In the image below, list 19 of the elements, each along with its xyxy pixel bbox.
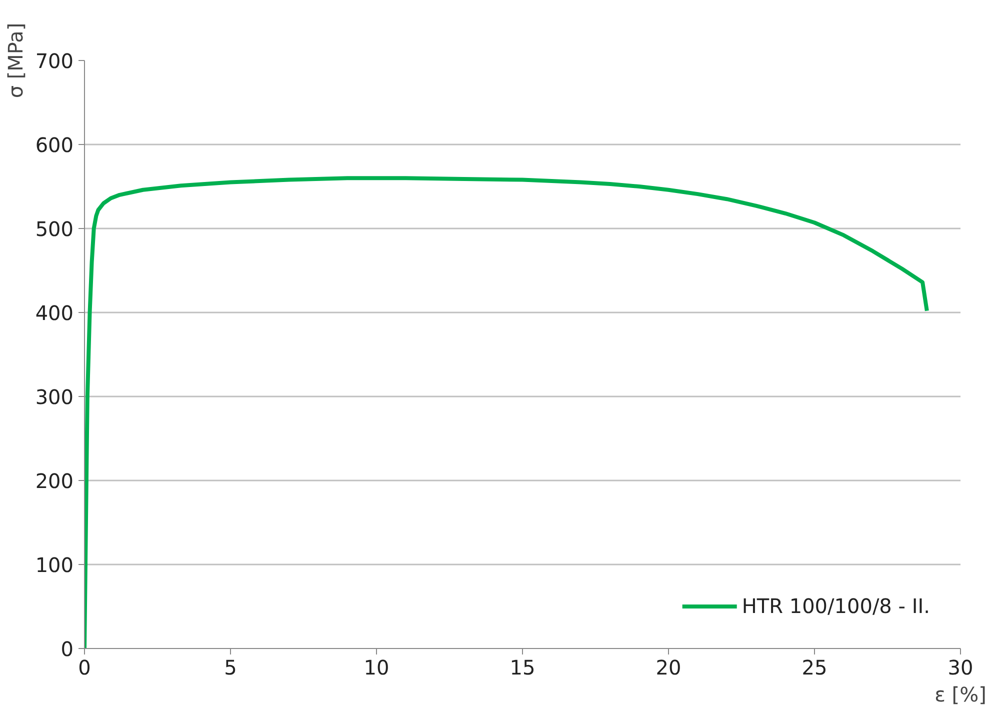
y-tick-label: 200 bbox=[35, 469, 74, 493]
y-tick-label: 100 bbox=[35, 553, 74, 577]
x-tick-label: 15 bbox=[510, 656, 536, 680]
y-tick-label: 300 bbox=[35, 385, 74, 409]
y-axis-title: σ [MPa] bbox=[3, 22, 28, 98]
x-tick-label: 20 bbox=[656, 656, 682, 680]
y-tick-label: 700 bbox=[35, 49, 74, 73]
x-tick-label: 0 bbox=[78, 656, 91, 680]
y-tick-label: 600 bbox=[35, 133, 74, 157]
y-tick-label: 0 bbox=[60, 637, 74, 661]
x-tick-label: 10 bbox=[364, 656, 390, 680]
legend-label: HTR 100/100/8 - II. bbox=[742, 594, 930, 618]
x-axis-title: ε [%] bbox=[934, 682, 986, 706]
y-tick-label: 400 bbox=[35, 301, 74, 325]
line-series bbox=[84, 176, 929, 648]
x-tick-label: 30 bbox=[948, 656, 974, 680]
x-tick-label: 25 bbox=[802, 656, 828, 680]
y-tick-label: 500 bbox=[35, 217, 74, 241]
x-tick-label: 5 bbox=[224, 656, 237, 680]
